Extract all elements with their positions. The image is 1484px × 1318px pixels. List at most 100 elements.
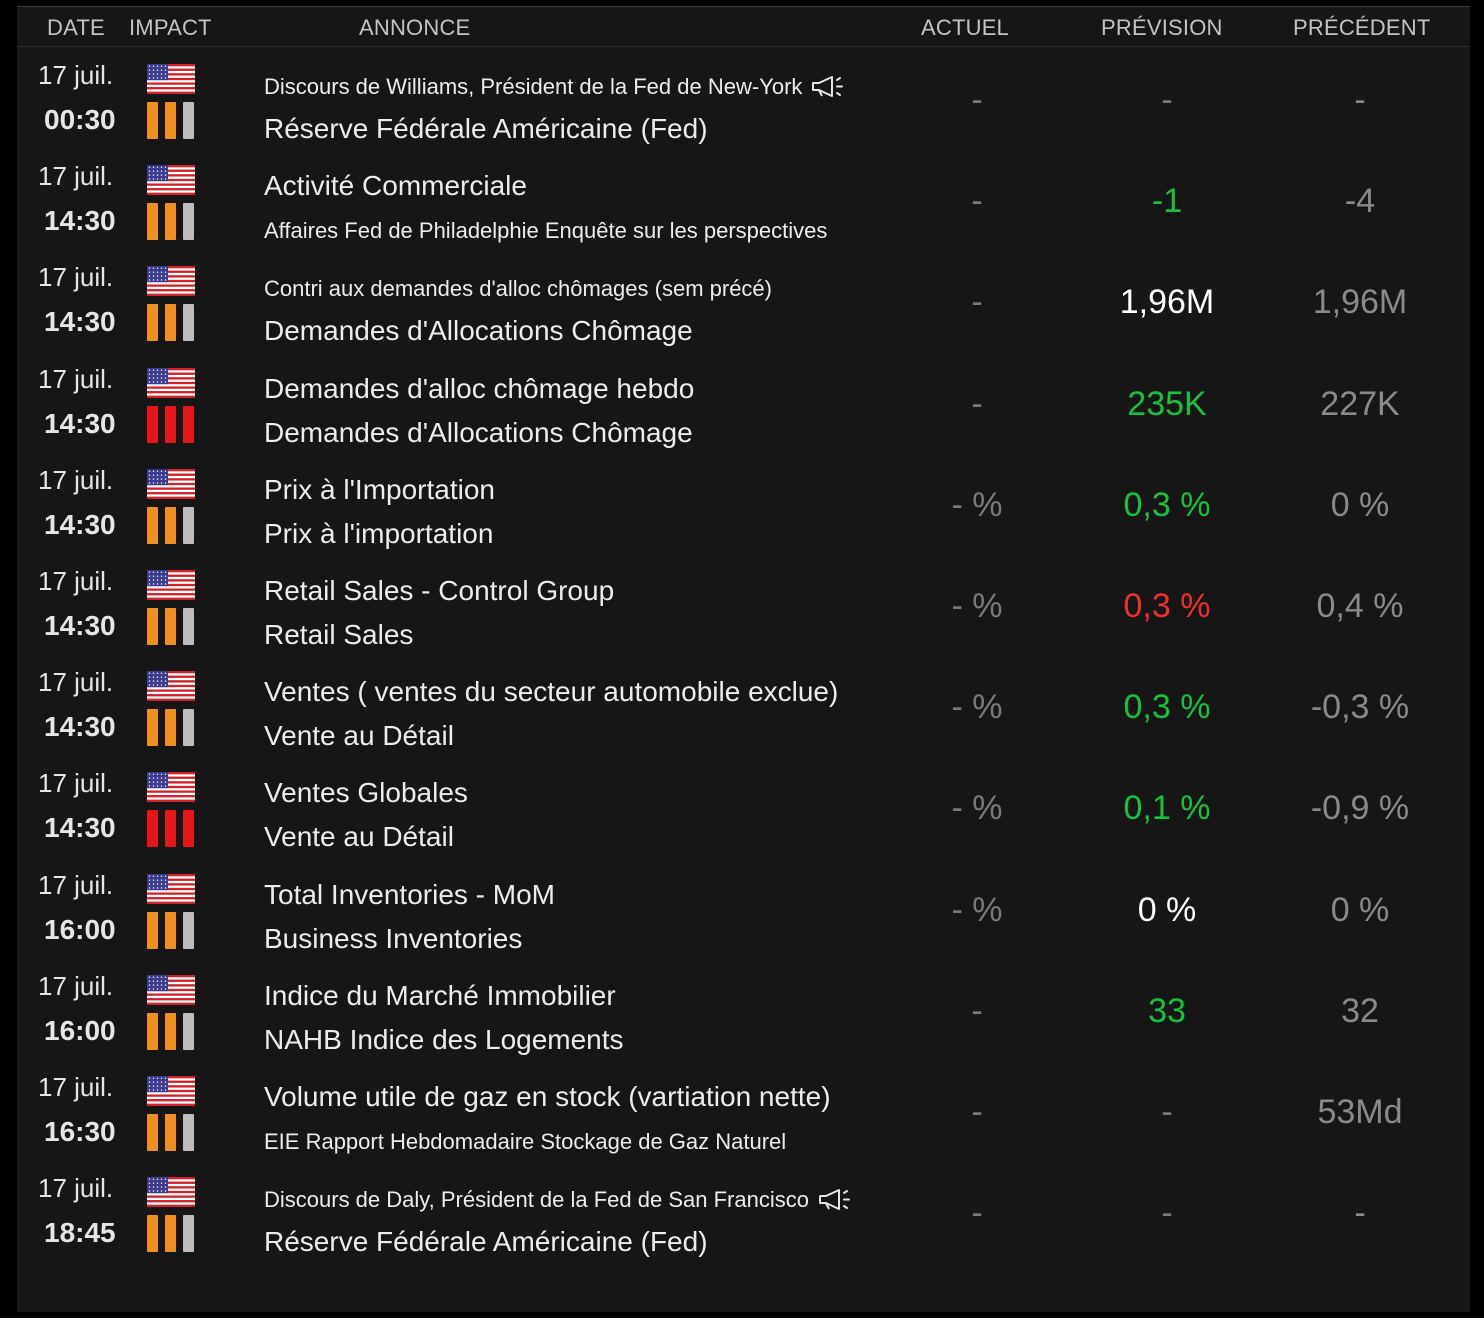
event-subtitle: Vente au Détail — [264, 821, 454, 853]
impact-bars-icon — [147, 102, 197, 140]
header-actuel[interactable]: ACTUEL — [921, 15, 1009, 40]
precedent-value: 53Md — [1317, 1093, 1403, 1131]
event-date: 17 juil. — [38, 566, 114, 596]
us-flag-icon — [147, 873, 195, 904]
economic-calendar-panel: DATE IMPACT ANNONCE ACTUEL PRÉVISION PRÉ… — [17, 6, 1470, 1312]
us-flag-icon — [147, 367, 195, 398]
us-flag-icon — [147, 570, 195, 601]
prevision-value: 1,96M — [1119, 283, 1215, 322]
event-title-text: Prix à l'Importation — [264, 473, 495, 505]
event-title[interactable]: Discours de Daly, Président de la Fed de… — [264, 1187, 853, 1217]
event-row[interactable]: 17 juil. 14:30 Contri aux demandes d'alloc… — [17, 255, 1470, 356]
event-time: 14:30 — [44, 407, 116, 439]
precedent-value: 0 % — [1330, 485, 1390, 524]
event-title[interactable]: Indice du Marché Immobilier — [264, 980, 616, 1012]
impact-bars-icon — [147, 608, 197, 646]
table-header: DATE IMPACT ANNONCE ACTUEL PRÉVISION PRÉ… — [17, 6, 1470, 47]
event-title[interactable]: Ventes Globales — [264, 777, 468, 809]
impact-bars-icon — [147, 810, 197, 848]
actuel-value: - % — [951, 485, 1003, 524]
us-flag-icon — [147, 671, 195, 702]
actuel-value: - — [971, 1093, 983, 1131]
event-row[interactable]: 17 juil. 16:00 Indice du Marché Immobilier… — [17, 964, 1470, 1065]
event-time: 14:30 — [44, 812, 116, 844]
prevision-value: 235K — [1127, 384, 1207, 423]
event-row[interactable]: 17 juil. 16:00 Total Inventories - MoM Busi… — [17, 863, 1470, 964]
event-date: 17 juil. — [38, 768, 114, 799]
impact-bars-icon — [147, 405, 197, 444]
impact-bars-icon — [147, 911, 197, 950]
header-annonce[interactable]: ANNONCE — [359, 15, 471, 40]
event-row[interactable]: 17 juil. 00:30 Discours de Williams, Prési… — [17, 53, 1470, 154]
event-row[interactable]: 17 juil. 14:30 Ventes ( ventes du secteur … — [17, 660, 1470, 761]
event-title[interactable]: Demandes d'alloc chômage hebdo — [264, 373, 694, 405]
impact-bars-icon — [147, 1114, 197, 1152]
actuel-value: - % — [951, 789, 1003, 828]
prevision-value: - — [1161, 1093, 1173, 1131]
event-title[interactable]: Retail Sales - Control Group — [264, 575, 614, 607]
event-time: 14:30 — [44, 306, 116, 338]
event-title-text: Retail Sales - Control Group — [264, 575, 615, 606]
megaphone-icon — [817, 1187, 853, 1217]
precedent-value: 0 % — [1330, 890, 1390, 929]
event-date: 17 juil. — [38, 1072, 114, 1102]
prevision-value: 0,3 % — [1123, 485, 1211, 524]
actuel-value: - % — [951, 587, 1003, 625]
precedent-value: 32 — [1341, 991, 1379, 1030]
event-date: 17 juil. — [38, 1173, 114, 1204]
event-title[interactable]: Contri aux demandes d'alloc chômages (se… — [264, 276, 772, 302]
event-title[interactable]: Ventes ( ventes du secteur automobile ex… — [264, 676, 838, 708]
event-time: 00:30 — [44, 104, 116, 135]
event-row[interactable]: 17 juil. 14:30 Activité Commerciale Affaire… — [17, 154, 1470, 255]
header-impact[interactable]: IMPACT — [129, 15, 212, 40]
event-row[interactable]: 17 juil. 14:30 Demandes d'alloc chômage he… — [17, 357, 1470, 458]
event-row[interactable]: 17 juil. 14:30 Retail Sales - Control Grou… — [17, 559, 1470, 660]
prevision-value: 0 % — [1137, 890, 1197, 929]
impact-bars-icon — [147, 304, 197, 342]
actuel-value: - — [971, 1194, 983, 1233]
us-flag-icon — [147, 1177, 195, 1208]
event-time: 14:30 — [44, 205, 116, 237]
event-row[interactable]: 17 juil. 16:30 Volume utile de gaz en stoc… — [17, 1065, 1470, 1166]
event-date: 17 juil. — [38, 60, 114, 90]
actuel-value: - — [971, 182, 983, 221]
precedent-value: -0,3 % — [1310, 688, 1410, 727]
event-time: 14:30 — [44, 711, 116, 743]
actuel-value: - % — [951, 890, 1003, 929]
precedent-value: - — [1354, 1194, 1366, 1233]
actuel-value: - % — [951, 688, 1003, 727]
prevision-value: 0,3 % — [1123, 587, 1211, 625]
header-precedent[interactable]: PRÉCÉDENT — [1293, 15, 1431, 40]
event-row[interactable]: 17 juil. 14:30 Prix à l'Importation Prix à … — [17, 458, 1470, 559]
event-time: 14:30 — [44, 610, 116, 641]
us-flag-icon — [147, 64, 195, 95]
event-time: 18:45 — [44, 1217, 116, 1249]
event-time: 14:30 — [44, 508, 116, 540]
impact-bars-icon — [147, 709, 197, 747]
precedent-value: -4 — [1344, 182, 1376, 221]
impact-bars-icon — [147, 1215, 197, 1253]
prevision-value: -1 — [1151, 182, 1183, 221]
us-flag-icon — [147, 468, 195, 499]
event-title-text: Volume utile de gaz en stock (vartiation… — [264, 1081, 831, 1112]
event-title[interactable]: Discours de Williams, Président de la Fe… — [264, 74, 846, 104]
event-date: 17 juil. — [38, 262, 114, 293]
event-title-text: Indice du Marché Immobilier — [264, 979, 616, 1011]
event-title[interactable]: Prix à l'Importation — [264, 474, 495, 506]
event-title-text: Total Inventories - MoM — [264, 878, 555, 910]
event-title-text: Ventes ( ventes du secteur automobile ex… — [264, 676, 839, 708]
header-date[interactable]: DATE — [47, 15, 105, 40]
event-date: 17 juil. — [38, 970, 114, 1001]
precedent-value: 0,4 % — [1316, 587, 1404, 625]
prevision-value: 0,1 % — [1123, 789, 1211, 828]
header-prevision[interactable]: PRÉVISION — [1101, 15, 1223, 40]
event-title[interactable]: Total Inventories - MoM — [264, 879, 555, 911]
event-title[interactable]: Activité Commerciale — [264, 170, 527, 202]
prevision-value: - — [1161, 1194, 1173, 1233]
event-title[interactable]: Volume utile de gaz en stock (vartiation… — [264, 1081, 831, 1113]
us-flag-icon — [147, 165, 195, 196]
event-row[interactable]: 17 juil. 14:30 Ventes Globales Vente au Dét… — [17, 761, 1470, 862]
precedent-value: - — [1354, 81, 1366, 119]
event-row[interactable]: 17 juil. 18:45 Discours de Daly, Président… — [17, 1166, 1470, 1267]
event-subtitle: Business Inventories — [264, 922, 523, 954]
